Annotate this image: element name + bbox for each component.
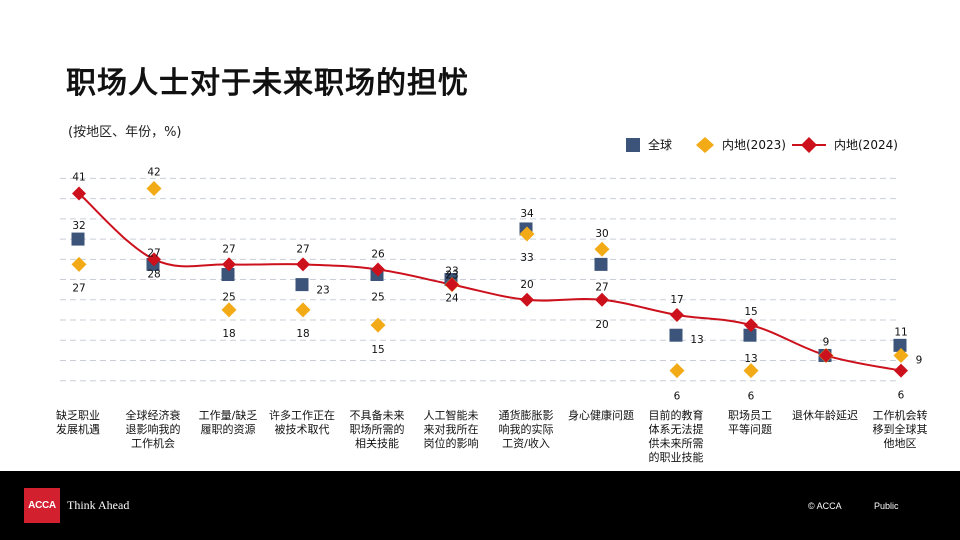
marker-mainland-2024 [894, 363, 908, 378]
legend-label-global: 全球 [648, 138, 673, 152]
data-label-mainland-2023: 23 [445, 266, 458, 278]
x-tick-label: 工作量/缺乏履职的资源 [199, 408, 258, 436]
marker-mainland-2024 [744, 318, 758, 333]
data-label-global: 25 [222, 292, 235, 304]
marker-mainland-2024 [72, 186, 86, 201]
x-tick-label: 工作机会转移到全球其他地区 [873, 408, 928, 450]
marker-global [669, 328, 683, 342]
copyright-text: © ACCA [808, 501, 842, 511]
data-label-global: 13 [690, 334, 703, 346]
x-tick-label: 人工智能未来对我所在岗位的影响 [424, 408, 479, 450]
data-label-global: 34 [520, 208, 534, 220]
data-label-mainland-2023: 6 [674, 391, 681, 403]
data-label-mainland-2023: 33 [520, 252, 533, 264]
data-label-mainland-2024: 23 [445, 270, 458, 282]
legend-diamond-marker [696, 136, 714, 153]
data-label-global: 27 [147, 247, 160, 259]
acca-logo: ACCA [24, 488, 60, 523]
marker-mainland-2023 [743, 363, 759, 379]
marker-mainland-2023 [295, 302, 311, 318]
marker-global [893, 338, 907, 352]
data-label-mainland-2023: 9 [916, 354, 923, 366]
data-label-global: 32 [72, 220, 85, 232]
marker-global [743, 328, 757, 342]
legend-item-mainland-2023: 内地(2023) [696, 136, 786, 153]
marker-mainland-2023 [221, 302, 237, 318]
marker-mainland-2023 [519, 226, 535, 242]
data-label-global: 11 [894, 326, 907, 338]
data-label-global: 24 [445, 293, 459, 305]
legend-label-mainland-2024: 内地(2024) [834, 138, 898, 152]
data-label-mainland-2023: 18 [222, 328, 235, 340]
data-label-mainland-2024: 28 [147, 268, 160, 280]
marker-mainland-2024 [520, 292, 534, 307]
data-label-mainland-2024: 20 [595, 319, 608, 331]
data-label-mainland-2024: 20 [520, 279, 533, 291]
marker-global [221, 268, 235, 281]
legend-line-diamond-marker [792, 136, 826, 153]
x-tick-label: 缺乏职业发展机遇 [56, 408, 100, 436]
marker-mainland-2023 [370, 317, 386, 333]
legend-label-mainland-2023: 内地(2023) [722, 138, 786, 152]
legend-square-marker [626, 137, 640, 152]
marker-mainland-2024 [670, 307, 684, 322]
marker-mainland-2024 [819, 348, 833, 363]
data-label-global: 9 [823, 336, 830, 348]
data-label-mainland-2023: 15 [371, 344, 384, 356]
marker-global [71, 232, 85, 246]
data-label-mainland-2024: 6 [898, 390, 905, 402]
data-label-mainland-2024: 27 [296, 243, 309, 255]
tagline: Think Ahead [67, 498, 130, 512]
marker-global [594, 257, 608, 271]
line-chart: 缺乏职业发展机遇全球经济衰退影响我的工作机会工作量/缺乏履职的资源许多工作正在被… [56, 166, 928, 464]
data-label-global: 13 [744, 353, 757, 365]
marker-mainland-2024 [595, 292, 609, 307]
data-label-mainland-2023: 18 [296, 328, 309, 340]
classification-label: Public [874, 501, 899, 511]
data-label-global: 25 [371, 292, 384, 304]
marker-mainland-2024 [371, 262, 385, 277]
x-tick-label: 职场员工平等问题 [728, 408, 772, 436]
marker-mainland-2024 [222, 257, 236, 272]
marker-mainland-2023 [146, 180, 162, 196]
legend-item-mainland-2024: 内地(2024) [792, 136, 898, 153]
data-label-mainland-2024: 41 [72, 172, 85, 184]
data-label-mainland-2023: 42 [147, 166, 160, 178]
x-tick-label: 许多工作正在被技术取代 [269, 408, 335, 436]
marker-mainland-2023 [893, 347, 909, 363]
page-title: 职场人士对于未来职场的担忧 [66, 66, 469, 101]
x-tick-label: 目前的教育体系无法提供未来所需的职业技能 [649, 408, 704, 464]
x-tick-label: 通货膨胀影响我的实际工资/收入 [499, 408, 554, 450]
marker-mainland-2023 [669, 363, 685, 379]
marker-mainland-2024 [147, 252, 161, 267]
marker-mainland-2023 [594, 241, 610, 257]
x-tick-label: 身心健康问题 [568, 408, 634, 422]
x-tick-label: 退休年龄延迟 [792, 408, 858, 422]
data-label-global: 27 [595, 281, 608, 293]
marker-mainland-2023 [71, 256, 87, 272]
marker-mainland-2024 [296, 257, 310, 272]
legend-item-global: 全球 [626, 136, 672, 153]
x-tick-label: 全球经济衰退影响我的工作机会 [126, 408, 181, 450]
data-label-mainland-2023: 6 [748, 391, 755, 403]
x-tick-label: 不具备未来职场所需的相关技能 [350, 408, 405, 450]
data-label-mainland-2024: 27 [222, 243, 235, 255]
data-label-mainland-2024: 17 [670, 294, 683, 306]
data-label-global: 23 [316, 285, 329, 297]
data-label-mainland-2023: 30 [595, 228, 608, 240]
data-label-mainland-2024: 26 [371, 248, 385, 260]
marker-mainland-2024 [445, 277, 459, 292]
marker-global [295, 278, 309, 292]
footer-bar: ACCA Think Ahead © ACCA Public [0, 471, 960, 540]
series-line-mainland-2024 [78, 192, 902, 372]
data-label-mainland-2024: 15 [744, 306, 757, 318]
chart-subtitle: (按地区、年份，%) [68, 125, 182, 140]
data-label-mainland-2023: 27 [72, 282, 85, 294]
